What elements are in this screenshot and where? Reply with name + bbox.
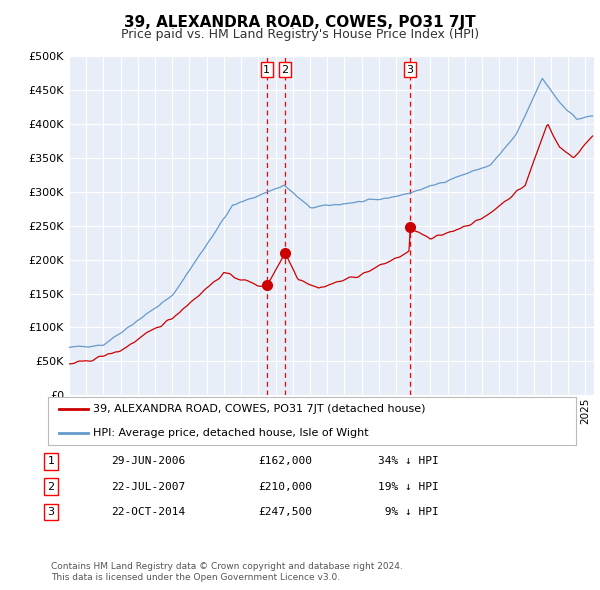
Text: Price paid vs. HM Land Registry's House Price Index (HPI): Price paid vs. HM Land Registry's House …	[121, 28, 479, 41]
Text: 3: 3	[406, 65, 413, 74]
Text: HPI: Average price, detached house, Isle of Wight: HPI: Average price, detached house, Isle…	[93, 428, 368, 438]
Text: 2: 2	[47, 482, 55, 491]
Text: £210,000: £210,000	[258, 482, 312, 491]
Text: This data is licensed under the Open Government Licence v3.0.: This data is licensed under the Open Gov…	[51, 573, 340, 582]
Text: 9% ↓ HPI: 9% ↓ HPI	[378, 507, 439, 517]
Text: 1: 1	[263, 65, 270, 74]
Text: 34% ↓ HPI: 34% ↓ HPI	[378, 457, 439, 466]
Text: Contains HM Land Registry data © Crown copyright and database right 2024.: Contains HM Land Registry data © Crown c…	[51, 562, 403, 571]
Text: 1: 1	[47, 457, 55, 466]
Text: £247,500: £247,500	[258, 507, 312, 517]
Text: 19% ↓ HPI: 19% ↓ HPI	[378, 482, 439, 491]
Text: 39, ALEXANDRA ROAD, COWES, PO31 7JT: 39, ALEXANDRA ROAD, COWES, PO31 7JT	[124, 15, 476, 30]
Text: 29-JUN-2006: 29-JUN-2006	[111, 457, 185, 466]
Text: 22-OCT-2014: 22-OCT-2014	[111, 507, 185, 517]
Text: 39, ALEXANDRA ROAD, COWES, PO31 7JT (detached house): 39, ALEXANDRA ROAD, COWES, PO31 7JT (det…	[93, 404, 425, 414]
Text: 22-JUL-2007: 22-JUL-2007	[111, 482, 185, 491]
Text: £162,000: £162,000	[258, 457, 312, 466]
Text: 2: 2	[281, 65, 289, 74]
Text: 3: 3	[47, 507, 55, 517]
